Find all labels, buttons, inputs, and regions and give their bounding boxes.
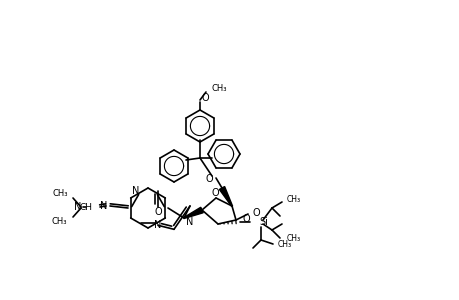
Text: CH₃: CH₃ [277,241,291,250]
Text: O: O [154,207,162,217]
Text: CH₃: CH₃ [286,235,301,244]
Text: N: N [185,217,193,227]
Text: N: N [132,186,140,196]
Polygon shape [219,187,232,206]
Text: O: O [242,214,250,224]
Text: N: N [154,220,161,230]
Text: CH₃: CH₃ [212,83,227,92]
Text: N: N [100,201,107,211]
Text: CH₃: CH₃ [51,218,67,226]
Text: O: O [252,208,260,218]
Text: N: N [73,202,81,212]
Text: O: O [202,93,209,103]
Text: CH₃: CH₃ [286,196,301,205]
Text: O: O [205,174,213,184]
Text: CH₃: CH₃ [52,188,68,197]
Text: O: O [211,188,218,198]
Text: CH: CH [80,202,93,211]
Polygon shape [184,207,203,218]
Text: Si: Si [258,217,267,227]
